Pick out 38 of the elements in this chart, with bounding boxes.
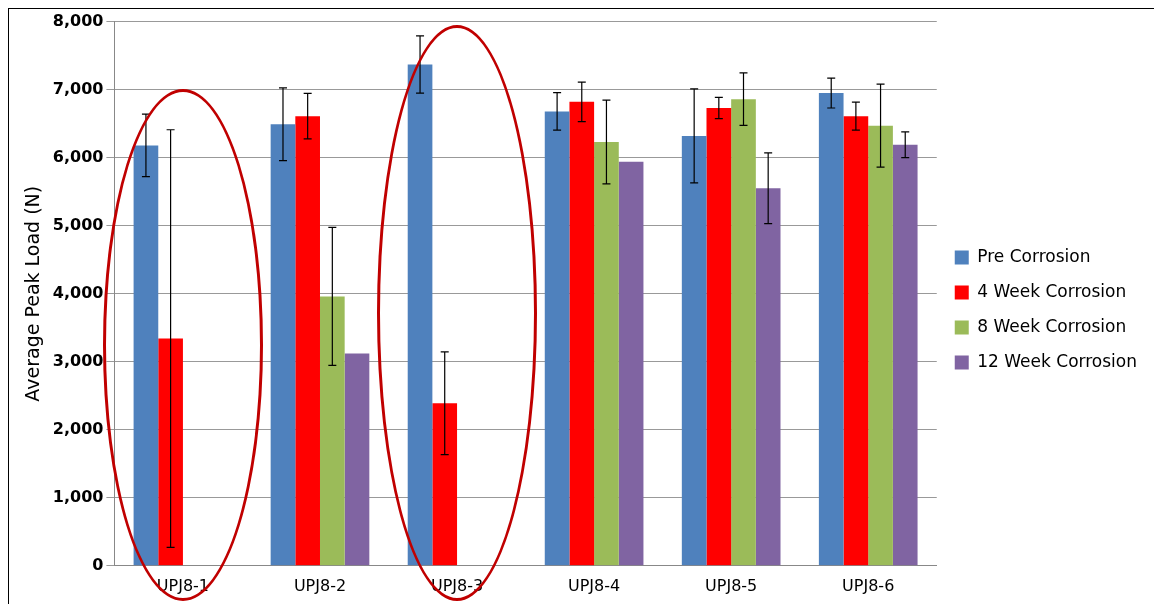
bar <box>818 93 844 566</box>
legend-label: 4 Week Corrosion <box>977 280 1127 301</box>
x-tick-label: UPJ8-5 <box>705 575 758 595</box>
bar <box>133 145 159 566</box>
bar <box>270 124 296 566</box>
y-tick-label: 7,000 <box>52 78 104 98</box>
bar <box>432 403 458 566</box>
legend-label: 8 Week Corrosion <box>977 315 1127 336</box>
bar <box>407 64 433 566</box>
bar <box>569 101 595 566</box>
x-tick-label: UPJ8-6 <box>842 575 895 595</box>
y-tick-label: 8,000 <box>52 10 104 30</box>
bar <box>618 161 644 566</box>
y-tick-label: 5,000 <box>52 214 104 234</box>
y-axis-title: Average Peak Load (N) <box>21 185 44 402</box>
bar <box>158 338 183 566</box>
y-tick-label: 3,000 <box>52 350 104 370</box>
bar <box>594 142 619 566</box>
y-tick-label: 6,000 <box>52 146 104 166</box>
legend-label: Pre Corrosion <box>977 245 1091 266</box>
y-tick-label: 4,000 <box>52 282 104 302</box>
bar <box>544 111 570 566</box>
y-tick-label: 1,000 <box>52 486 104 506</box>
legend-label: 12 Week Corrosion <box>977 350 1137 371</box>
bar <box>731 99 756 566</box>
bar <box>843 116 869 566</box>
y-tick-label: 0 <box>92 554 104 574</box>
y-tick-label: 2,000 <box>52 418 104 438</box>
bar <box>755 188 781 566</box>
bar <box>681 135 707 566</box>
bar <box>344 353 370 566</box>
x-tick-label: UPJ8-2 <box>293 575 347 595</box>
bar <box>892 144 918 566</box>
bar <box>868 125 893 566</box>
bar <box>706 107 732 566</box>
x-tick-label: UPJ8-4 <box>568 575 621 595</box>
bar <box>295 116 320 566</box>
bar <box>320 296 345 566</box>
